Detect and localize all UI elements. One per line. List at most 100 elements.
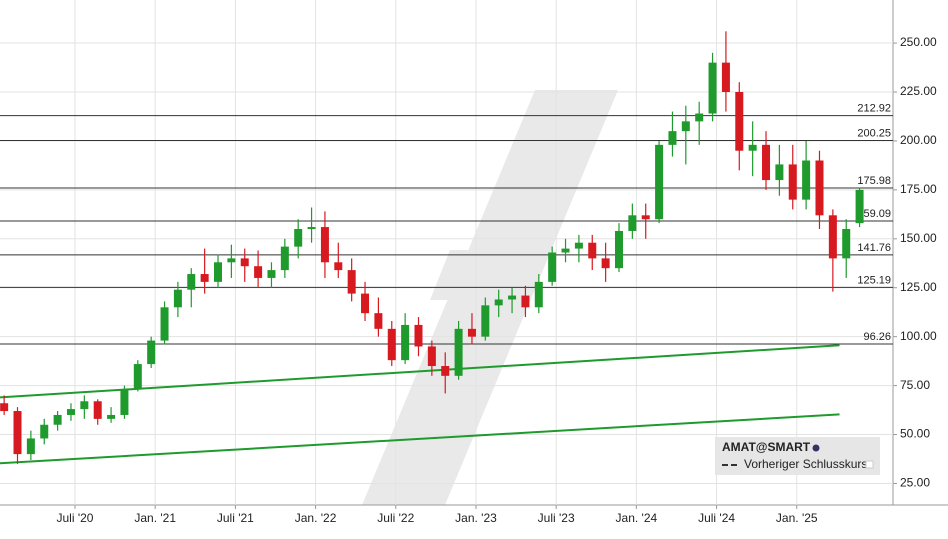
x-tick-label: Jan. '22	[295, 511, 337, 525]
x-tick-label: Juli '22	[377, 511, 414, 525]
candle-body	[788, 164, 797, 200]
candle-body	[401, 324, 410, 361]
trend-line	[0, 413, 840, 465]
x-tick-label: Jan. '25	[776, 511, 818, 525]
candle-body	[735, 91, 744, 151]
level-label: 175.98	[857, 175, 891, 187]
candle-body	[574, 242, 583, 249]
level-label: 141.76	[857, 242, 891, 254]
candle-body	[107, 414, 116, 419]
candle-body	[521, 295, 530, 308]
candle-body	[26, 438, 35, 455]
x-tick-label: Jan. '23	[455, 511, 497, 525]
y-tick-label: 75.00	[900, 378, 930, 392]
level-label: 125.19	[857, 274, 891, 286]
candle-body	[668, 131, 677, 145]
candle-body	[427, 346, 436, 367]
y-tick-label: 250.00	[900, 35, 937, 49]
candle-body	[588, 242, 597, 259]
candle-body	[374, 313, 383, 329]
candle-body	[387, 328, 396, 361]
candle-body	[775, 164, 784, 181]
candle-body	[441, 366, 450, 376]
level-label: 96.26	[863, 331, 891, 343]
candle-body	[93, 401, 102, 419]
y-tick-label: 50.00	[900, 427, 930, 441]
candle-body	[641, 215, 650, 220]
candle-body	[347, 270, 356, 294]
candle-body	[254, 266, 263, 278]
candle-body	[40, 424, 49, 439]
level-label: 200.25	[857, 127, 891, 139]
legend-box	[715, 437, 880, 475]
y-tick-label: 225.00	[900, 84, 937, 98]
candle-body	[294, 229, 303, 247]
candle-body	[240, 258, 249, 267]
candle-body	[214, 262, 223, 282]
x-tick-label: Jan. '21	[134, 511, 176, 525]
y-tick-label: 100.00	[900, 329, 937, 343]
legend-check	[865, 460, 874, 469]
candle-body	[53, 414, 62, 425]
y-tick-label: 125.00	[900, 280, 937, 294]
candle-body	[695, 113, 704, 122]
candle-body	[147, 340, 156, 365]
x-tick-label: Juli '23	[538, 511, 575, 525]
candle-body	[508, 295, 517, 300]
candle-body	[828, 215, 837, 259]
y-tick-label: 25.00	[900, 476, 930, 490]
candle-body	[655, 144, 664, 220]
candle-body	[561, 248, 570, 253]
x-tick-label: Jan. '24	[616, 511, 658, 525]
candle-body	[815, 160, 824, 216]
candle-body	[762, 144, 771, 181]
candle-body	[614, 230, 623, 269]
y-tick-label: 200.00	[900, 133, 937, 147]
candle-body	[133, 364, 142, 390]
candle-body	[227, 258, 236, 263]
candle-body	[855, 189, 864, 224]
candle-body	[361, 293, 370, 314]
watermark	[362, 90, 618, 505]
candle-body	[481, 305, 490, 337]
candle-body	[160, 307, 169, 341]
candle-body	[280, 246, 289, 271]
legend: AMAT@SMART Vorheriger Schlusskurs	[715, 437, 880, 475]
x-tick-label: Juli '20	[56, 511, 93, 525]
candle-body	[173, 289, 182, 308]
level-label: 159.09	[857, 208, 891, 220]
candle-body	[708, 62, 717, 114]
candle-body	[628, 215, 637, 231]
candle-body	[0, 403, 9, 412]
candle-body	[842, 229, 851, 259]
candle-body	[534, 281, 543, 308]
level-label: 212.92	[857, 103, 891, 115]
legend-symbol: AMAT@SMART	[722, 440, 811, 454]
candle-body	[307, 227, 316, 230]
candle-body	[601, 258, 610, 269]
candle-body	[802, 160, 811, 200]
candle-body	[334, 262, 343, 271]
candle-body	[267, 270, 276, 278]
candle-body	[187, 274, 196, 290]
candle-body	[467, 328, 476, 337]
candle-body	[320, 227, 329, 263]
x-tick-label: Juli '24	[698, 511, 735, 525]
legend-icon	[812, 444, 820, 452]
candle-body	[200, 274, 209, 282]
y-tick-label: 150.00	[900, 231, 937, 245]
candle-body	[13, 411, 22, 455]
candle-body	[494, 299, 503, 306]
candle-body	[66, 409, 75, 415]
candle-body	[414, 324, 423, 347]
candle-body	[748, 144, 757, 151]
candle-body	[548, 252, 557, 282]
x-tick-label: Juli '21	[217, 511, 254, 525]
candle-body	[721, 62, 730, 92]
candle-body	[120, 389, 129, 415]
candle-body	[681, 121, 690, 132]
candle-body	[80, 401, 89, 410]
legend-line-label: Vorheriger Schlusskurs	[744, 457, 867, 471]
candle-body	[454, 328, 463, 376]
